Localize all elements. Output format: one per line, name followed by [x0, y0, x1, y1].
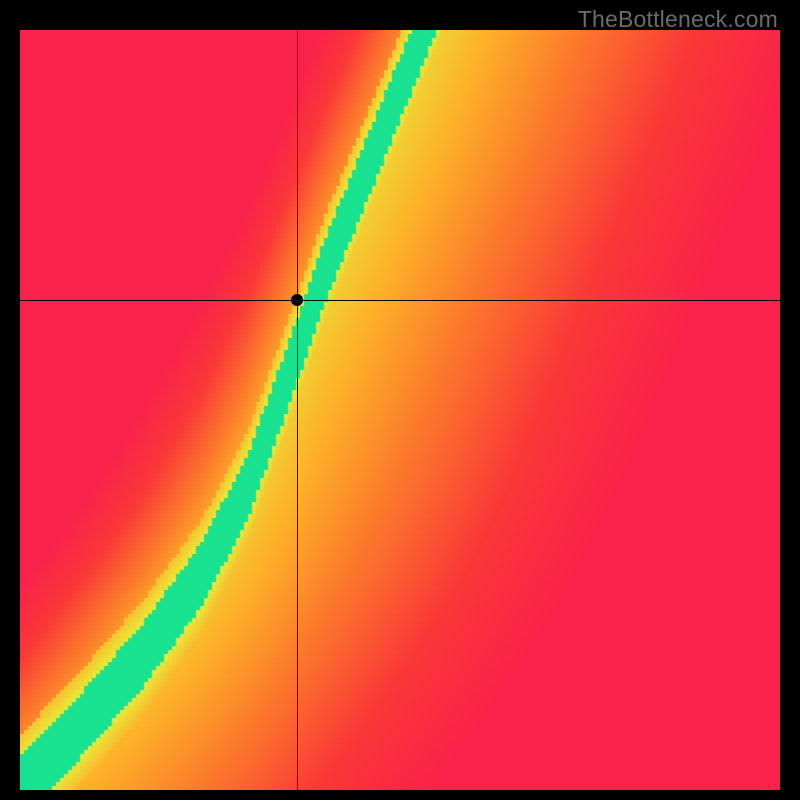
chart-container: TheBottleneck.com: [0, 0, 800, 800]
crosshair-horizontal: [20, 300, 780, 301]
data-point-marker: [291, 294, 303, 306]
plot-area: [20, 30, 780, 790]
crosshair-vertical: [297, 30, 298, 790]
heatmap-canvas: [20, 30, 780, 790]
watermark-text: TheBottleneck.com: [578, 6, 778, 33]
